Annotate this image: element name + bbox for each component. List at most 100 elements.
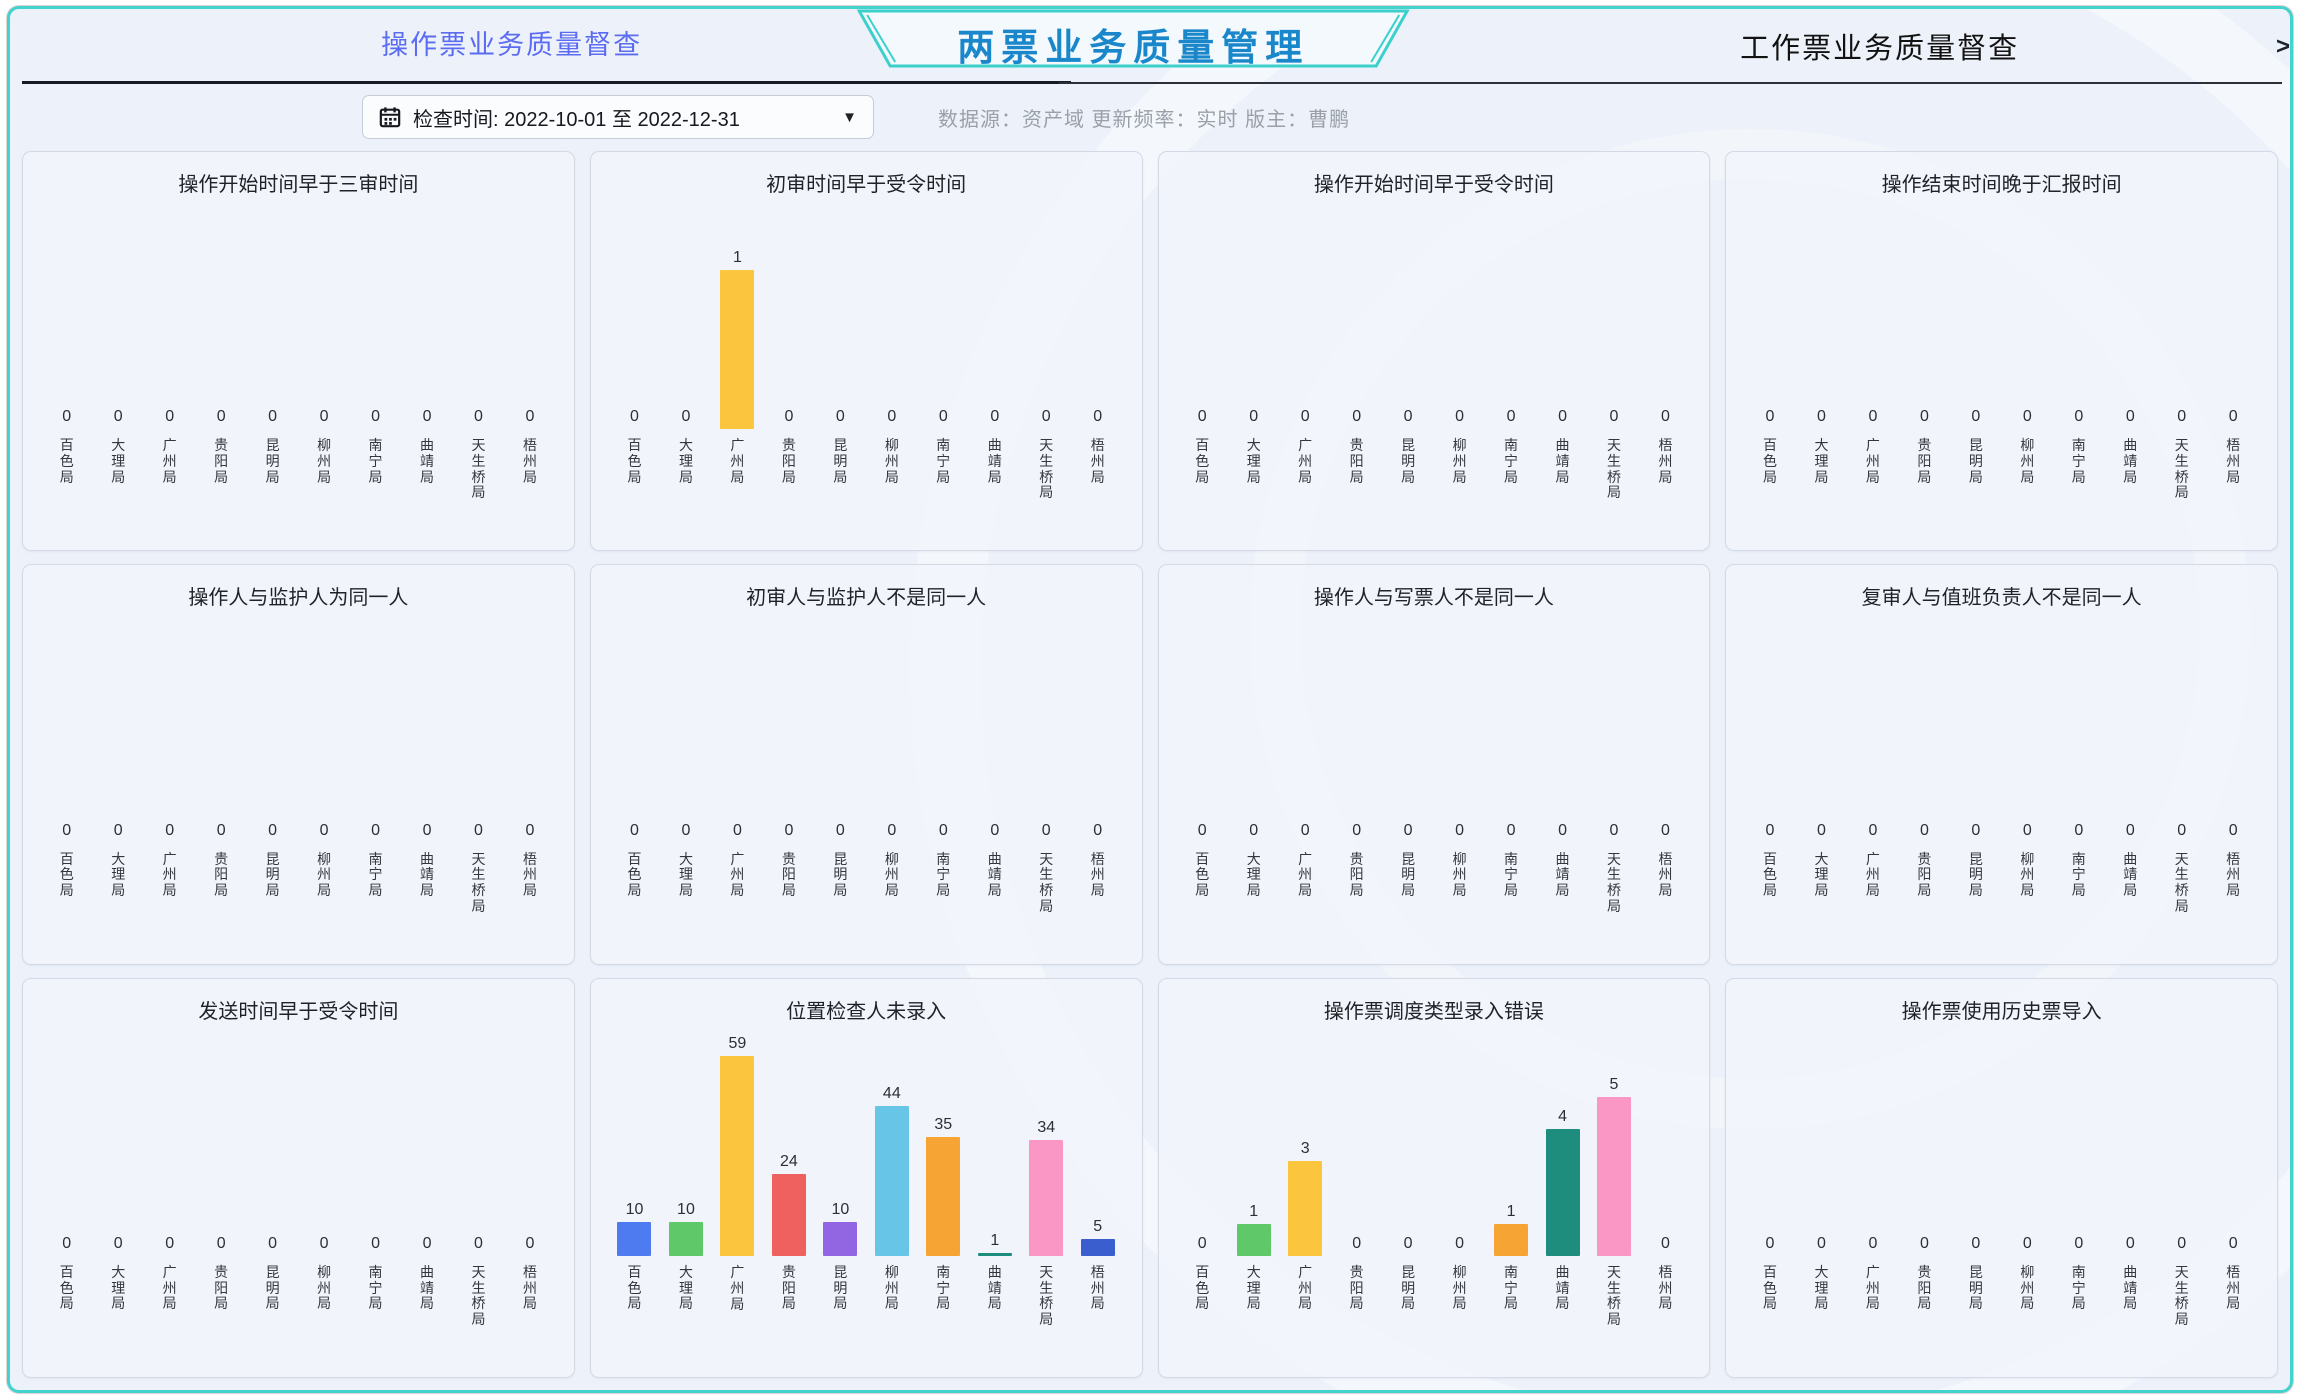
bar-chart: 0 百色局 0 大理局 0 广州局 0 贵阳局 0 昆明局 0 柳州局 0 南宁局 0 曲靖局 0 天生桥局 0 梧州… — [609, 621, 1124, 947]
category-label: 南宁局 — [1504, 1264, 1519, 1312]
category-label: 天生桥局 — [2174, 437, 2189, 501]
category-label: 天生桥局 — [1039, 850, 1054, 914]
bar — [1029, 1140, 1064, 1256]
bar — [1288, 1161, 1323, 1256]
bar-value-label: 0 — [1455, 821, 1465, 839]
bar-slot: 0 天生桥局 — [2156, 1035, 2207, 1361]
bar-value-label: 0 — [216, 1235, 226, 1252]
bar-slot: 1 南宁局 — [1485, 1035, 1536, 1361]
bar-value-label: 0 — [1817, 1235, 1826, 1252]
bar-slot: 0 昆明局 — [247, 1035, 298, 1361]
bar-slot: 0 曲靖局 — [969, 621, 1020, 947]
bar-slot: 0 天生桥局 — [1021, 621, 1072, 947]
category-label: 南宁局 — [936, 437, 951, 485]
date-range-value: 检查时间: 2022-10-01 至 2022-12-31 — [413, 108, 740, 131]
category-label: 曲靖局 — [420, 850, 435, 898]
category-label: 广州局 — [1865, 1264, 1880, 1312]
category-label: 昆明局 — [265, 850, 280, 898]
next-page-arrow-icon[interactable]: > — [2275, 33, 2290, 60]
bar-value-label: 0 — [1403, 821, 1413, 839]
bar-slot: 0 曲靖局 — [1537, 208, 1588, 534]
bar-chart: 0 百色局 0 大理局 0 广州局 0 贵阳局 0 昆明局 0 柳州局 0 南宁局 0 曲靖局 0 天生桥局 0 梧州… — [1744, 1035, 2259, 1361]
bar-value-label: 0 — [1971, 408, 1981, 426]
bar-slot: 0 天生桥局 — [453, 208, 504, 534]
bar-value-label: 0 — [62, 821, 72, 839]
bar — [771, 1174, 806, 1256]
category-label: 南宁局 — [368, 1264, 383, 1312]
bar-slot: 0 昆明局 — [1950, 621, 2001, 947]
bar-value-label: 0 — [319, 408, 329, 426]
bar-value-label: 44 — [882, 1085, 901, 1102]
tab-operation-ticket[interactable]: 操作票业务质量督查 — [381, 30, 643, 60]
chevron-down-icon: ▼ — [842, 108, 857, 126]
category-label: 柳州局 — [884, 437, 899, 485]
charts-grid: 操作开始时间早于三审时间 0 百色局 0 大理局 0 广州局 0 贵阳局 0 昆明局 0 柳州局 0 南宁局… — [22, 151, 2278, 1378]
category-label: 天生桥局 — [1039, 1264, 1054, 1328]
bar-value-label: 0 — [216, 821, 226, 839]
bar-value-label: 0 — [371, 408, 380, 426]
bar-slot: 0 百色局 — [1744, 1035, 1795, 1361]
bar-slot: 0 柳州局 — [298, 621, 349, 947]
bar-slot: 0 柳州局 — [1434, 208, 1485, 534]
bar-slot: 0 昆明局 — [1382, 208, 1433, 534]
header: 操作票业务质量督查 两票业务质量管理 工作票业务质量督查 > — [10, 9, 2290, 89]
bar-value-label: 0 — [1558, 408, 1567, 426]
bar-value-label: 10 — [677, 1201, 695, 1218]
category-label: 曲靖局 — [420, 1264, 435, 1312]
bar-value-label: 3 — [1300, 1140, 1310, 1157]
category-label: 曲靖局 — [1555, 1264, 1570, 1312]
bar-slot: 1 广州局 — [712, 208, 763, 534]
bar-slot: 0 梧州局 — [1072, 208, 1123, 534]
bar-slot: 5 天生桥局 — [1588, 1035, 1639, 1361]
category-label: 天生桥局 — [471, 437, 486, 501]
bar-value-label: 0 — [1919, 408, 1929, 426]
bar-value-label: 0 — [165, 408, 175, 426]
bar-chart: 0 百色局 0 大理局 0 广州局 0 贵阳局 0 昆明局 0 柳州局 0 南宁局 0 曲靖局 0 天生桥局 0 梧州… — [41, 208, 556, 534]
bar-slot: 0 梧州局 — [1640, 621, 1691, 947]
bar-slot: 0 大理局 — [1796, 1035, 1847, 1361]
category-label: 百色局 — [627, 850, 642, 898]
bar-value-label: 0 — [2074, 821, 2084, 839]
category-label: 昆明局 — [1968, 437, 1983, 485]
chart-title: 操作开始时间早于三审时间 — [178, 174, 419, 196]
category-label: 广州局 — [1865, 437, 1880, 485]
bar-slot: 0 贵阳局 — [1899, 621, 1950, 947]
category-label: 南宁局 — [368, 850, 383, 898]
category-label: 贵阳局 — [214, 437, 229, 485]
bar-slot: 5 梧州局 — [1072, 1035, 1123, 1361]
bar — [668, 1222, 703, 1256]
bar-slot: 0 贵阳局 — [195, 621, 246, 947]
category-label: 百色局 — [1195, 437, 1210, 485]
bar — [926, 1137, 961, 1256]
bar-value-label: 0 — [422, 408, 432, 426]
bar-value-label: 0 — [1661, 1235, 1670, 1252]
dashboard-frame: 操作票业务质量督查 两票业务质量管理 工作票业务质量督查 > — [7, 6, 2293, 1393]
bar-value-label: 0 — [1868, 821, 1878, 839]
bar — [617, 1222, 652, 1256]
bar-slot: 0 曲靖局 — [2105, 621, 2156, 947]
category-label: 天生桥局 — [471, 850, 486, 914]
bar-slot: 0 天生桥局 — [1588, 621, 1639, 947]
bar-slot: 0 南宁局 — [350, 208, 401, 534]
chart-title: 操作票使用历史票导入 — [1901, 1000, 2102, 1023]
bar-value-label: 0 — [1455, 408, 1465, 426]
category-label: 梧州局 — [522, 437, 537, 485]
bar-value-label: 0 — [268, 1235, 278, 1252]
bar-slot: 0 昆明局 — [1950, 1035, 2001, 1361]
chart-panel: 操作票使用历史票导入 0 百色局 0 大理局 0 广州局 0 贵阳局 0 昆明局 0 柳州局 0 南宁局 0 曲… — [1725, 977, 2278, 1378]
bar-value-label: 0 — [990, 821, 1000, 839]
bar-value-label: 0 — [474, 821, 483, 839]
tab-work-ticket[interactable]: 工作票业务质量督查 — [1740, 33, 2020, 65]
bar-value-label: 0 — [938, 821, 948, 839]
bar-value-label: 0 — [1868, 408, 1878, 426]
category-label: 天生桥局 — [1039, 437, 1054, 501]
category-label: 梧州局 — [1090, 1264, 1105, 1312]
category-label: 南宁局 — [1504, 850, 1519, 898]
chart-title: 位置检查人未录入 — [786, 1000, 947, 1023]
bar-value-label: 0 — [1249, 821, 1259, 839]
date-range-dropdown[interactable]: 检查时间: 2022-10-01 至 2022-12-31 ▼ — [362, 95, 874, 139]
bar-value-label: 0 — [268, 408, 278, 426]
bar-slot: 0 广州局 — [1847, 621, 1898, 947]
bar-slot: 0 曲靖局 — [401, 208, 452, 534]
bar-chart: 0 百色局 0 大理局 0 广州局 0 贵阳局 0 昆明局 0 柳州局 0 南宁局 0 曲靖局 0 天生桥局 0 梧州… — [1744, 621, 2259, 947]
